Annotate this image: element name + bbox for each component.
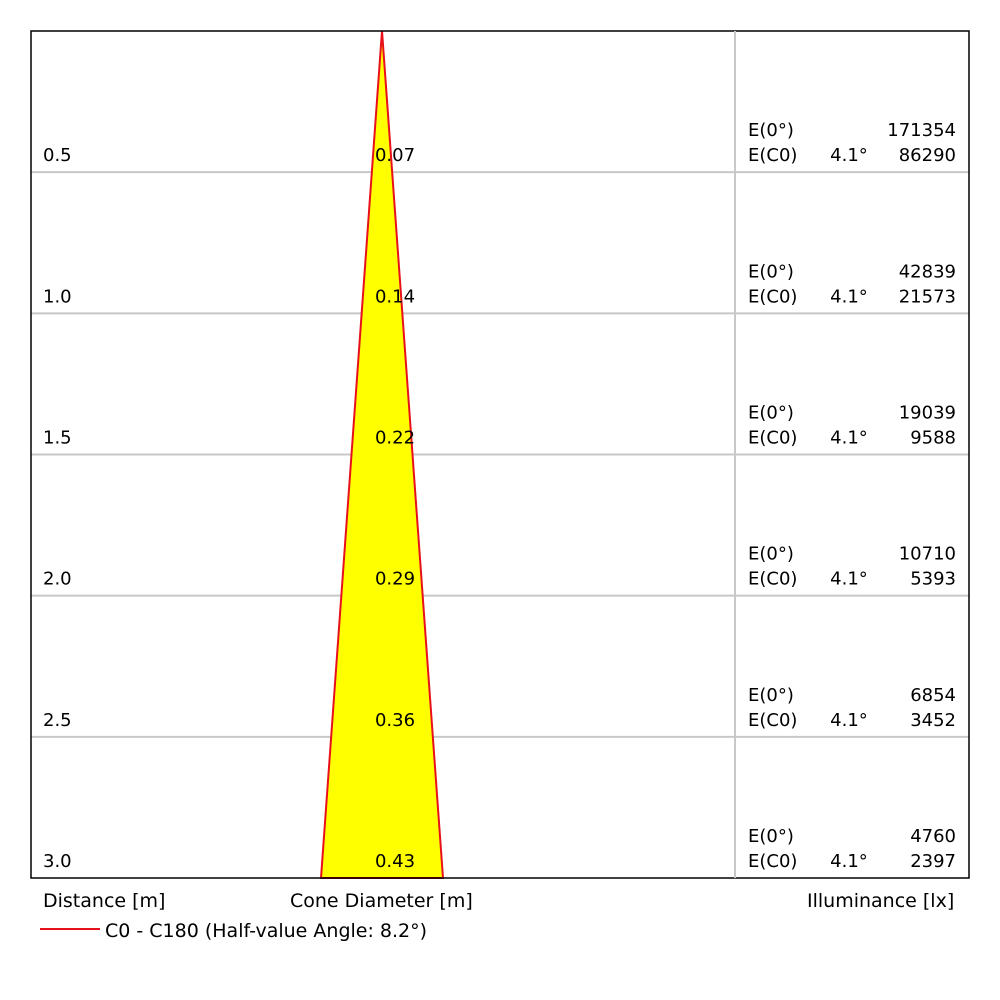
cone-diameter-label: 0.07 <box>375 145 415 166</box>
cone-diameter-label: 0.43 <box>375 851 415 872</box>
distance-label: 2.5 <box>43 710 72 731</box>
chart-frame <box>30 30 970 879</box>
ec0-value: 3452 <box>910 710 956 731</box>
ec0-value: 2397 <box>910 851 956 872</box>
e0-label: E(0°) <box>748 544 794 565</box>
half-angle-label: 4.1° <box>830 145 868 166</box>
distance-label: 2.0 <box>43 569 72 590</box>
distance-label: 3.0 <box>43 851 72 872</box>
ec0-value: 9588 <box>910 428 956 449</box>
e0-label: E(0°) <box>748 826 794 847</box>
ec0-label: E(C0) <box>748 286 797 307</box>
e0-value: 171354 <box>887 120 956 141</box>
grid-lines <box>31 171 969 738</box>
cone-diameter-label: 0.22 <box>375 428 415 449</box>
half-angle-label: 4.1° <box>830 569 868 590</box>
ec0-value: 21573 <box>899 286 956 307</box>
legend-label: C0 - C180 (Half-value Angle: 8.2°) <box>105 920 428 942</box>
ec0-label: E(C0) <box>748 145 797 166</box>
e0-value: 42839 <box>899 261 956 282</box>
ec0-label: E(C0) <box>748 710 797 731</box>
cone-diameter-label: 0.14 <box>375 286 415 307</box>
ec0-label: E(C0) <box>748 851 797 872</box>
distance-label: 1.5 <box>43 428 72 449</box>
e0-value: 6854 <box>910 685 956 706</box>
ec0-label: E(C0) <box>748 428 797 449</box>
ec0-label: E(C0) <box>748 569 797 590</box>
cone-diameter-label: 0.29 <box>375 569 415 590</box>
half-angle-label: 4.1° <box>830 851 868 872</box>
distance-label: 1.0 <box>43 286 72 307</box>
distance-axis-label: Distance [m] <box>43 890 166 912</box>
half-angle-label: 4.1° <box>830 428 868 449</box>
half-angle-label: 4.1° <box>830 286 868 307</box>
e0-label: E(0°) <box>748 261 794 282</box>
e0-label: E(0°) <box>748 120 794 141</box>
cone-diameter-label: 0.36 <box>375 710 415 731</box>
e0-label: E(0°) <box>748 403 794 424</box>
distance-rows: 0.5 0.07 E(0°) 171354 E(C0) 4.1° 86290 1.0 0.14 E… <box>43 120 956 872</box>
e0-value: 4760 <box>910 826 956 847</box>
legend-swatch <box>40 928 100 930</box>
half-angle-label: 4.1° <box>830 710 868 731</box>
e0-value: 10710 <box>899 544 956 565</box>
ec0-value: 86290 <box>899 145 956 166</box>
illuminance-axis-label: Illuminance [lx] <box>807 890 955 912</box>
cone-diameter-axis-label: Cone Diameter [m] <box>290 890 473 912</box>
distance-label: 0.5 <box>43 145 72 166</box>
e0-label: E(0°) <box>748 685 794 706</box>
ec0-value: 5393 <box>910 569 956 590</box>
e0-value: 19039 <box>899 403 956 424</box>
